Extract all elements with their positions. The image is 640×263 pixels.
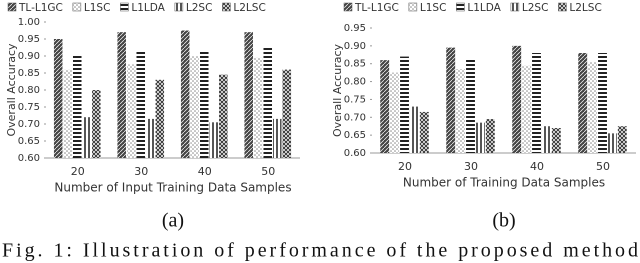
legend-label: L1SC [84,2,111,14]
bar [390,72,400,153]
bar [92,90,101,158]
legend-label: TL-L1GC [18,2,63,14]
x-axis-label: Number of Input Training Data Samples [54,181,291,195]
bar [273,118,282,158]
legend-label: L1LDA [131,2,165,14]
bar [485,119,495,153]
bar [588,61,598,153]
x-tick-label: 40 [198,165,212,178]
x-tick-label: 50 [261,165,275,178]
bar [53,39,63,158]
bar [117,32,126,159]
y-tick-label: 0.95 [344,23,366,34]
bar [282,69,292,158]
bar [456,69,466,153]
legend-label: L2LSC [569,2,601,14]
legend-label: L2SC [522,2,549,14]
y-axis-label: Overall Accuracy [331,43,344,137]
legend-swatch [72,2,82,12]
bar [155,79,165,158]
legend-swatch [7,2,17,12]
y-tick-label: 0.70 [18,119,40,130]
bar [409,106,419,153]
y-tick-label: 0.60 [344,148,366,159]
bar [617,126,627,153]
x-tick-label: 40 [530,160,544,173]
x-tick-label: 50 [596,160,610,173]
bar [419,111,429,153]
figure-caption: Fig. 1: Illustration of performance of t… [2,240,638,262]
legend-swatch [558,2,567,12]
x-tick-label: 30 [134,165,148,178]
x-tick-label: 20 [71,165,85,178]
y-tick-label: 0.90 [18,51,40,62]
bar [219,74,228,158]
bar [446,47,456,154]
y-tick-label: 0.80 [18,85,40,96]
legend-label: TL-L1GC [354,2,399,14]
bar [190,56,199,158]
x-tick-label: 20 [398,160,412,173]
y-tick-label: 0.90 [344,41,366,52]
legend-label: L2SC [186,2,213,14]
legend-swatch [343,2,353,12]
legend-swatch [222,2,231,12]
y-tick-label: 0.75 [18,102,40,113]
bar [541,126,551,153]
caption: (b) [492,210,515,232]
legend-label: L1LDA [467,2,501,14]
bar [578,53,588,153]
bar [209,122,219,158]
legend-label: L2LSC [233,2,265,14]
legend-swatch [510,2,520,12]
bar [199,50,209,158]
y-axis-label: Overall Accuracy [5,43,18,137]
bar [532,53,541,153]
bar [598,53,607,153]
x-tick-label: 30 [464,160,478,173]
bar [253,57,263,159]
caption: (a) [162,210,184,232]
legend-swatch [120,2,129,12]
bar [512,45,522,153]
y-tick-label: 0.95 [18,34,40,45]
bar [82,117,92,158]
bar [400,56,409,154]
legend-label: L1SC [420,2,447,14]
bar [180,30,190,158]
y-tick-label: 0.75 [344,94,366,105]
bar [475,122,485,153]
y-tick-label: 0.85 [18,68,40,79]
y-tick-label: 0.60 [18,153,40,164]
legend-swatch [174,2,184,12]
y-tick-label: 0.85 [344,59,366,70]
y-tick-label: 1.00 [18,17,40,28]
bar [551,128,561,153]
y-tick-label: 0.70 [344,112,366,123]
bar [244,32,253,159]
bar [146,118,155,158]
y-tick-label: 0.65 [344,130,366,141]
bar [72,56,82,158]
bar [380,60,390,154]
bar [522,65,532,153]
legend-swatch [408,2,418,12]
bar [466,58,475,153]
bar [126,64,136,158]
y-tick-label: 0.80 [344,77,366,88]
bar [136,50,146,158]
bar [607,133,617,153]
x-axis-label: Number of Training Data Samples [403,176,605,190]
bar [263,47,273,158]
y-tick-label: 0.65 [18,136,40,147]
legend-swatch [456,2,465,12]
bar [63,69,72,158]
